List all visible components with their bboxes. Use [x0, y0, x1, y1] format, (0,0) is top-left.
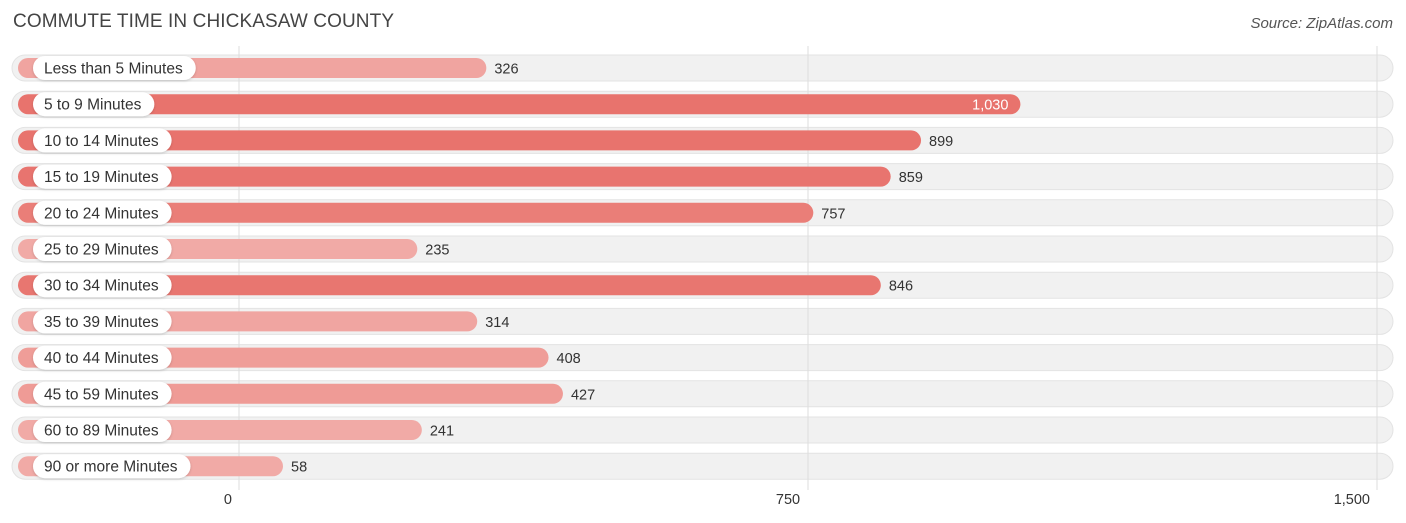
category-label: 60 to 89 Minutes — [44, 423, 159, 440]
value-label: 846 — [889, 279, 913, 295]
category-label: 35 to 39 Minutes — [44, 314, 159, 331]
category-label: 15 to 19 Minutes — [44, 169, 159, 186]
category-label: 5 to 9 Minutes — [44, 97, 142, 114]
value-label: 314 — [485, 315, 509, 331]
category-pill — [33, 164, 172, 189]
x-tick-label: 1,500 — [1334, 492, 1370, 508]
category-label: 90 or more Minutes — [44, 459, 178, 476]
bar-track — [11, 452, 1394, 480]
bars: Less than 5 Minutes 326 5 to 9 Minutes 1,03… — [18, 56, 1021, 479]
category-label: 40 to 44 Minutes — [44, 350, 159, 367]
category-pill — [33, 92, 155, 117]
bar — [18, 202, 814, 223]
x-tick-label: 750 — [776, 492, 800, 508]
value-label: 757 — [821, 206, 845, 222]
value-label: 859 — [899, 170, 923, 186]
category-pill — [33, 454, 191, 479]
value-label: 58 — [291, 460, 307, 476]
bar — [18, 130, 922, 151]
source-credit: Source: ZipAtlas.com — [1250, 15, 1393, 32]
x-axis: 0 750 1,500 — [224, 492, 1370, 508]
value-label: 899 — [929, 134, 953, 150]
value-label: 427 — [571, 387, 595, 403]
category-label: 10 to 14 Minutes — [44, 133, 159, 150]
grid-lines — [238, 46, 1378, 490]
value-label: 241 — [430, 424, 454, 440]
bar — [18, 275, 881, 296]
bar — [18, 94, 1021, 115]
value-label: 326 — [494, 62, 518, 78]
category-label: Less than 5 Minutes — [44, 61, 183, 78]
category-pill — [33, 56, 196, 80]
category-pill — [33, 381, 172, 406]
value-label: 408 — [557, 351, 581, 367]
category-pill — [33, 418, 172, 442]
category-pill — [33, 128, 172, 153]
chart-title: COMMUTE TIME IN CHICKASAW COUNTY — [13, 11, 395, 32]
bar-tracks — [11, 54, 1394, 480]
x-tick-label: 0 — [224, 492, 232, 508]
category-label: 25 to 29 Minutes — [44, 242, 159, 259]
value-label: 235 — [425, 243, 449, 259]
category-pill — [33, 200, 172, 225]
category-label: 45 to 59 Minutes — [44, 386, 159, 403]
category-pill — [33, 237, 172, 261]
value-label: 1,030 — [972, 98, 1008, 114]
category-pill — [33, 309, 172, 334]
category-pill — [33, 345, 172, 370]
category-pill — [33, 273, 172, 298]
category-label: 20 to 24 Minutes — [44, 205, 159, 222]
category-label: 30 to 34 Minutes — [44, 278, 159, 295]
bar — [18, 166, 891, 187]
